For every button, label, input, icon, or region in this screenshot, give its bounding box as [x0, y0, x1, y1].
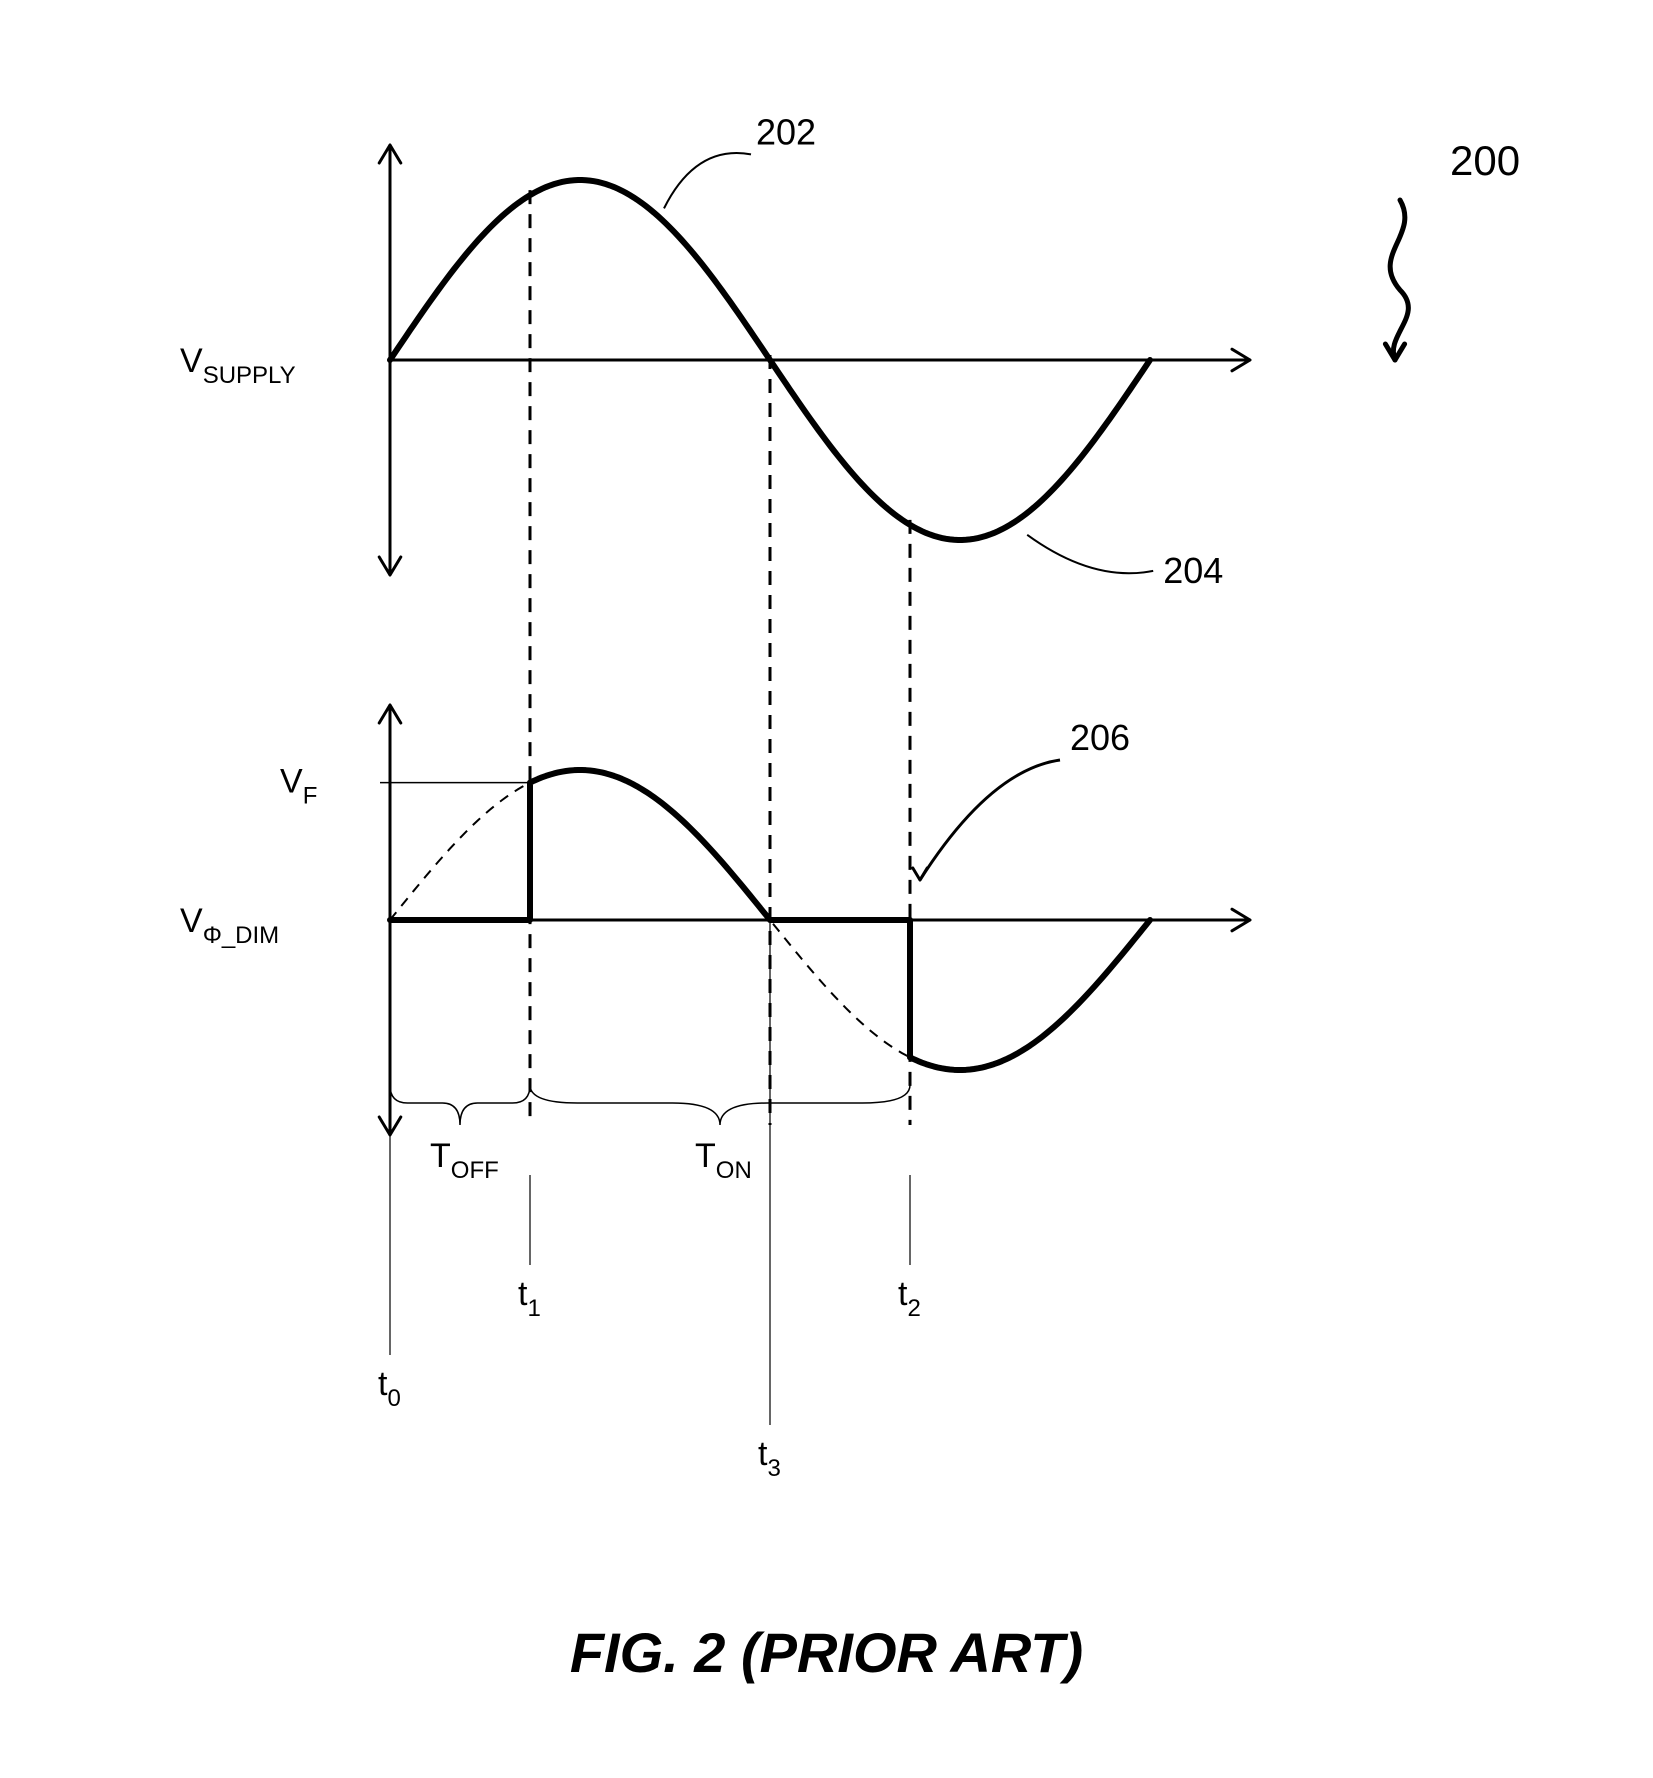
svg-text:t2: t2 [898, 1275, 921, 1322]
ref-200: 200 [1450, 137, 1520, 184]
svg-text:VSUPPLY: VSUPPLY [180, 342, 296, 389]
figure-page: 200 VSUPPLY 202 204 VF VΦ_DIM 206 TOFF TON t0 t1 t2… [0, 0, 1653, 1778]
ref-204: 204 [1163, 550, 1223, 591]
svg-text:VΦ_DIM: VΦ_DIM [180, 902, 279, 949]
svg-text:t1: t1 [518, 1275, 541, 1322]
svg-text:TOFF: TOFF [430, 1137, 499, 1184]
ref-202: 202 [756, 111, 816, 152]
svg-text:VF: VF [280, 763, 317, 810]
figure-caption: FIG. 2 (PRIOR ART) [0, 1620, 1653, 1685]
ref-206: 206 [1070, 717, 1130, 758]
ref-202-leader [664, 153, 751, 208]
ref-200-squiggle [1390, 200, 1408, 360]
ref-206-leader [920, 760, 1060, 880]
svg-text:t3: t3 [758, 1435, 781, 1482]
brace-ton [530, 1085, 910, 1125]
figure-svg: 200 VSUPPLY 202 204 VF VΦ_DIM 206 TOFF TON t0 t1 t2… [0, 0, 1653, 1778]
ref-204-leader [1027, 535, 1153, 573]
brace-toff [390, 1085, 530, 1125]
svg-text:t0: t0 [378, 1365, 401, 1412]
svg-text:TON: TON [695, 1137, 752, 1184]
